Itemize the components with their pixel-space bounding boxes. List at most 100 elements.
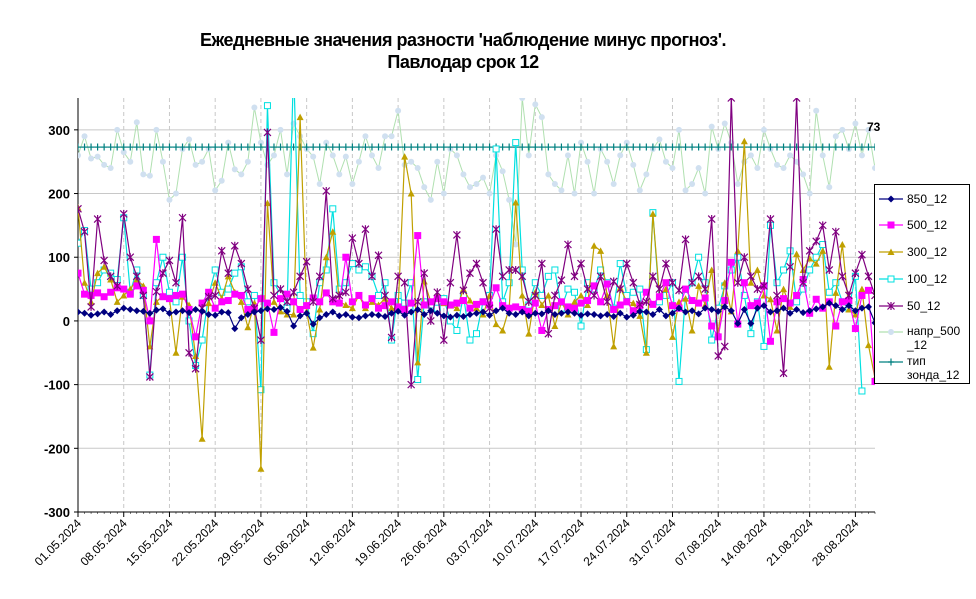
data-point	[701, 285, 710, 294]
data-point	[427, 307, 435, 315]
data-point	[263, 305, 271, 313]
data-point	[205, 299, 213, 307]
data-point	[179, 290, 187, 298]
data-point	[375, 165, 382, 172]
data-point	[852, 120, 859, 127]
data-point	[100, 263, 108, 270]
data-point	[577, 259, 585, 268]
data-point	[825, 363, 833, 370]
data-point	[806, 190, 813, 197]
x-tick-label: 17.07.2024	[535, 516, 588, 569]
data-point	[453, 304, 461, 312]
data-point	[81, 309, 89, 317]
data-point	[440, 190, 447, 197]
data-point	[655, 285, 664, 294]
data-point	[119, 209, 128, 218]
data-point	[87, 302, 95, 311]
series-тип_зонда_12	[78, 143, 875, 151]
data-point	[342, 301, 350, 308]
data-point	[753, 285, 762, 294]
data-point	[382, 133, 389, 140]
data-point	[864, 272, 873, 281]
sonde-type-point	[146, 143, 153, 151]
data-point	[695, 165, 702, 172]
sonde-type-point	[199, 143, 206, 151]
legend: 850_12 500_12 300_12 100_12 50_12 напр_500 _1…	[874, 184, 970, 384]
data-point	[361, 263, 369, 271]
data-point	[296, 312, 304, 320]
data-point	[342, 153, 349, 160]
data-point	[792, 98, 801, 102]
data-point	[446, 313, 454, 321]
data-point	[603, 280, 611, 288]
data-point	[773, 326, 781, 334]
data-point	[87, 311, 95, 319]
data-point	[459, 286, 468, 295]
data-point	[335, 312, 343, 320]
data-point	[433, 288, 442, 297]
data-point	[303, 302, 311, 310]
data-point	[277, 307, 285, 315]
data-point	[512, 198, 520, 206]
sonde-type-point	[826, 143, 833, 151]
data-point	[727, 258, 735, 266]
y-tick-label: 200	[48, 187, 70, 202]
legend-item: 500_12	[875, 213, 969, 243]
data-point	[492, 307, 500, 315]
data-point	[192, 333, 200, 341]
data-point	[165, 288, 173, 296]
data-point	[564, 152, 571, 159]
sonde-type-point	[715, 143, 722, 151]
legend-symbol	[879, 358, 903, 366]
legend-marker	[888, 329, 894, 335]
sonde-type-point	[153, 143, 160, 151]
data-point	[858, 304, 866, 312]
data-point	[256, 336, 265, 345]
x-tick-label: 10.07.2024	[489, 516, 542, 569]
data-point	[864, 303, 872, 311]
sonde-type-point	[832, 143, 839, 151]
sonde-type-point	[747, 143, 754, 151]
x-tick-label: 03.07.2024	[443, 516, 496, 569]
data-point	[316, 180, 323, 187]
data-point	[270, 298, 278, 305]
sonde-type-point	[610, 143, 617, 151]
data-point	[623, 298, 631, 306]
data-point	[198, 435, 206, 442]
data-point	[218, 177, 225, 184]
data-point	[198, 307, 206, 315]
data-point	[362, 133, 369, 140]
data-point	[780, 304, 788, 312]
data-point	[420, 301, 428, 309]
data-point	[212, 187, 219, 194]
data-point	[656, 136, 663, 143]
data-point	[760, 126, 767, 133]
data-point	[205, 311, 213, 319]
data-point	[570, 288, 578, 296]
data-point	[140, 171, 147, 178]
legend-label: 500_12	[907, 218, 948, 232]
data-point	[838, 240, 846, 248]
data-point	[342, 311, 350, 319]
sonde-type-point	[662, 143, 669, 151]
data-point	[766, 295, 774, 303]
data-point	[492, 225, 501, 234]
data-point	[740, 137, 748, 145]
data-point	[512, 303, 520, 311]
data-point	[805, 246, 814, 255]
data-point	[459, 312, 467, 320]
data-point	[315, 272, 324, 281]
sonde-type-point	[780, 143, 787, 151]
data-point	[773, 291, 781, 300]
legend-item: 850_12	[875, 187, 969, 217]
data-point	[662, 312, 670, 320]
data-point	[747, 152, 754, 159]
data-point	[825, 288, 833, 296]
chart-subtitle: Павлодар срок 12	[387, 52, 539, 72]
sonde-type-point	[251, 143, 258, 151]
sonde-type-point	[551, 143, 558, 151]
sonde-type-point	[623, 143, 630, 151]
data-point	[407, 308, 415, 316]
data-point	[146, 317, 154, 325]
x-tick-label: 21.08.2024	[763, 516, 816, 569]
